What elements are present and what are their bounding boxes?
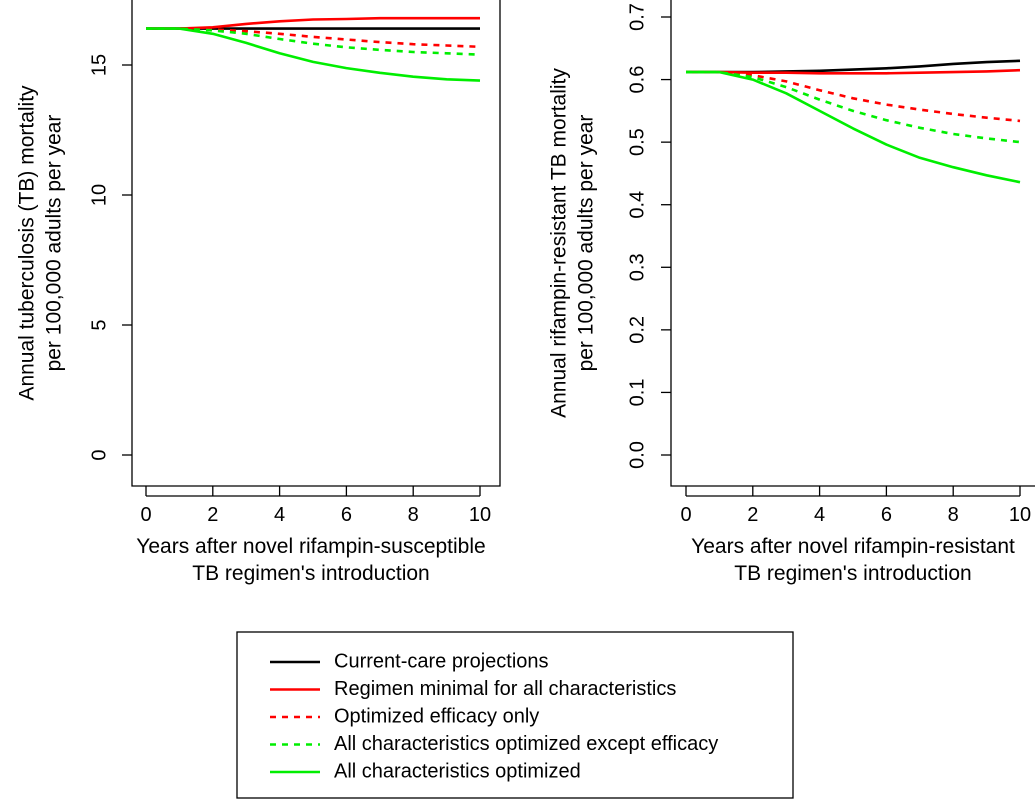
y-tick-label: 5 [88,319,110,330]
series-line-optimized-efficacy-only [146,27,481,49]
series-line-all-characteristics-optimized-except-efficacy [146,27,481,56]
legend-label: Current-care projections [334,650,549,672]
y-tick-label: 15 [88,54,110,76]
plot-frame [131,0,501,487]
y-tick-label: 10 [88,184,110,206]
y-axis-title: per 100,000 adults per year [575,115,598,372]
y-axis-title: per 100,000 adults per year [43,115,66,372]
x-tick-label: 0 [140,504,151,526]
legend-label: Optimized efficacy only [334,705,539,727]
series-line-all-characteristics-optimized [146,27,481,82]
y-axis-title: Annual tuberculosis (TB) mortality [16,85,39,401]
x-tick-label: 6 [341,504,352,526]
series-line-regimen-minimal-for-all-characteristics [686,68,1021,75]
x-tick-label: 2 [747,504,758,526]
y-tick-label: 0.2 [626,316,648,344]
legend-label: All characteristics optimized except eff… [334,733,718,755]
x-axis-title: TB regimen's introduction [734,562,971,585]
x-tick-label: 8 [948,504,959,526]
x-tick-label: 8 [408,504,419,526]
y-tick-label: 0.0 [626,441,648,469]
y-tick-label: 0 [88,449,110,460]
series-line-current-care-projections [686,59,1021,74]
y-tick-label: 0.4 [626,191,648,219]
x-tick-label: 10 [469,504,491,526]
y-tick-label: 0.6 [626,66,648,94]
series-line-regimen-minimal-for-all-characteristics [146,16,480,30]
x-axis-title: Years after novel rifampin-susceptible [136,535,485,558]
legend-label: All characteristics optimized [334,760,581,782]
y-tick-label: 0.1 [626,379,648,407]
y-axis-title: Annual rifampin-resistant TB mortality [548,68,571,418]
x-tick-label: 0 [680,504,691,526]
series-line-all-characteristics-optimized [686,70,1021,184]
x-axis-title: TB regimen's introduction [192,562,429,585]
x-tick-label: 10 [1009,504,1031,526]
left-panel-tb-mortality: 0 2 4 6 8 10 0 5 10 15 Years after novel rifampin-… [16,0,501,585]
series-line-all-characteristics-optimized-except-efficacy [686,70,1021,144]
series-line-optimized-efficacy-only [686,70,1021,123]
y-tick-label: 0.3 [626,253,648,281]
y-tick-label: 0.5 [626,128,648,156]
plot-frame [670,0,1035,487]
x-axis-title: Years after novel rifampin-resistant [691,535,1015,558]
right-panel-rr-tb-mortality: 0 2 4 6 8 10 0.0 0.1 0.2 0.3 0.4 0.5 0.6 0.7 Years aft… [548,0,1035,585]
x-tick-label: 4 [814,504,825,526]
legend: Current-care projections Regimen minimal … [236,631,794,799]
x-tick-label: 2 [207,504,218,526]
legend-box [236,631,794,799]
legend-label: Regimen minimal for all characteristics [334,678,676,700]
y-tick-label: 0.7 [626,3,648,31]
x-tick-label: 4 [274,504,285,526]
x-tick-label: 6 [881,504,892,526]
